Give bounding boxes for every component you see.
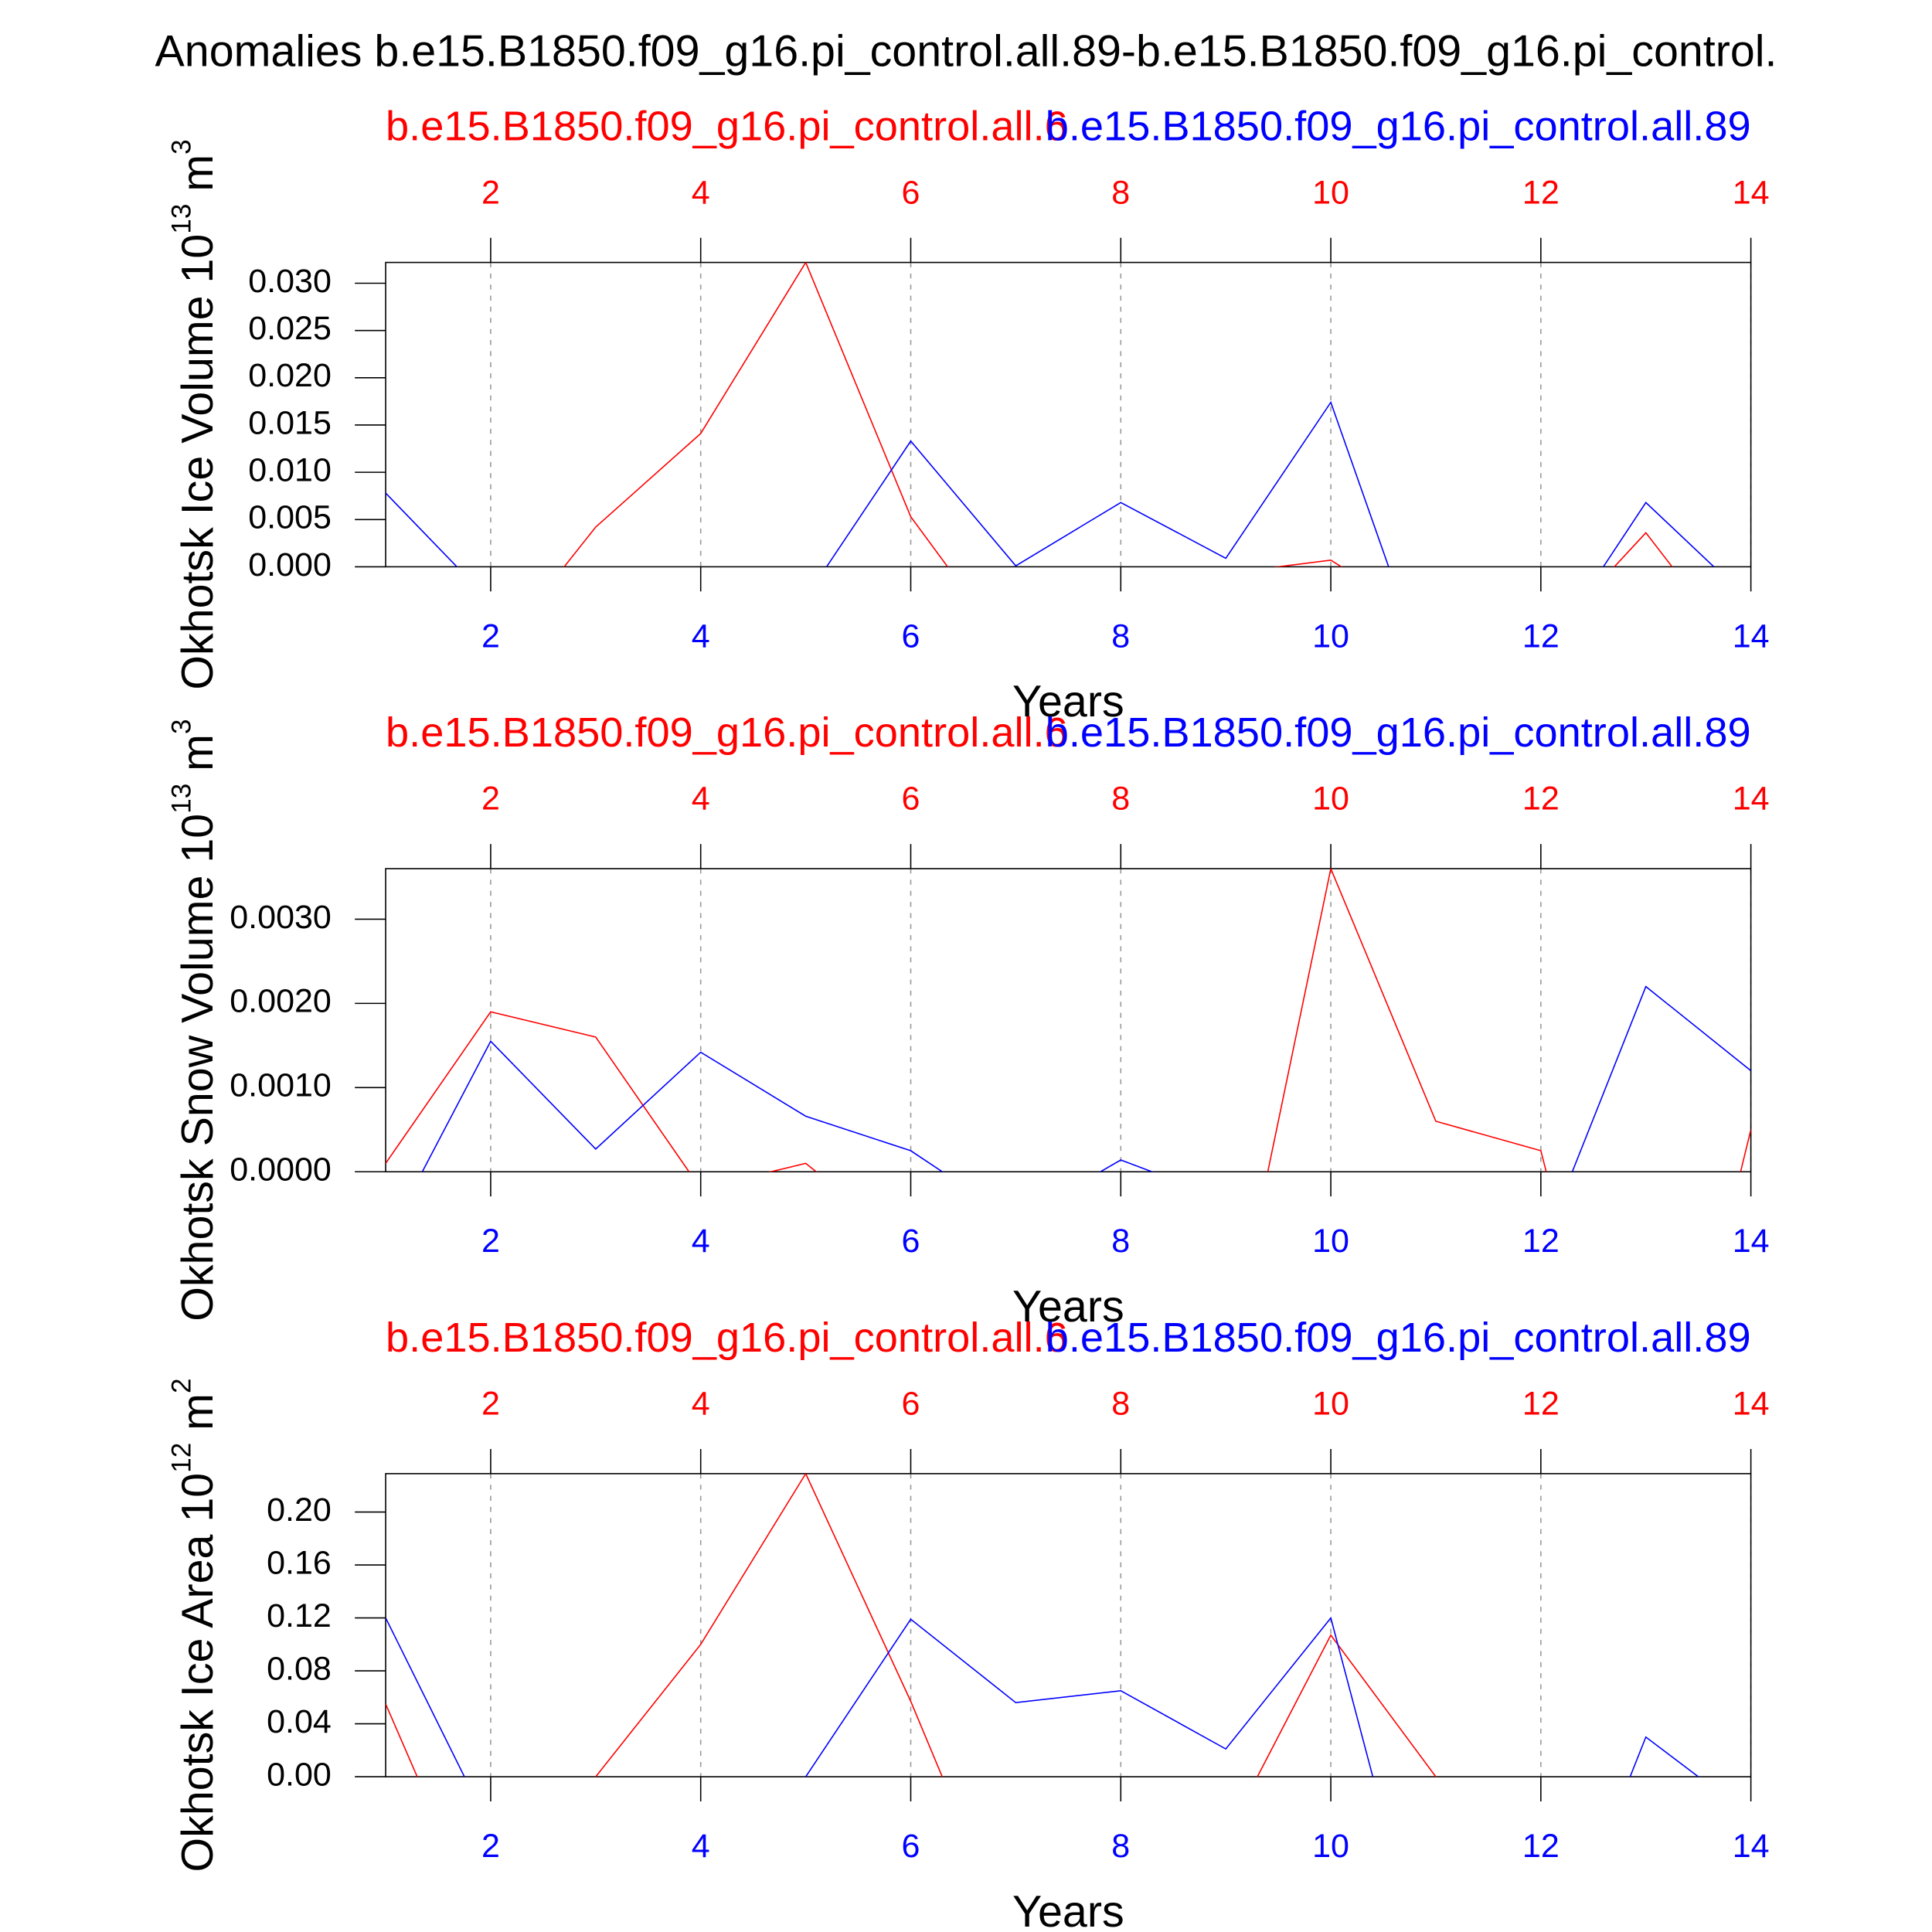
x-tick-label-bottom: 12 xyxy=(1522,1828,1560,1865)
x-tick-label-top: 6 xyxy=(902,781,920,818)
x-tick-label-bottom: 4 xyxy=(692,1828,710,1865)
x-tick-label-bottom: 10 xyxy=(1312,617,1349,655)
y-axis-title-part: m xyxy=(173,734,223,784)
y-tick-label: 0.020 xyxy=(248,357,332,394)
y-tick-label: 0.010 xyxy=(248,451,332,488)
x-tick-label-top: 8 xyxy=(1111,781,1130,818)
panel: 2 2 4 4 6 6 8 8 10 10 12 12 14 14 0.000 0.005 0.010 0.015… xyxy=(167,104,1770,726)
y-tick-label: 0.005 xyxy=(248,499,332,536)
y-tick-label: 0.04 xyxy=(267,1703,332,1740)
legend-label: b.e15.B1850.f09_g16.pi_control.all.89 xyxy=(1046,1315,1751,1361)
x-tick-label-top: 12 xyxy=(1522,781,1560,818)
y-axis-title-superscript: 2 xyxy=(167,1379,197,1394)
plot-frame xyxy=(385,1473,1752,1777)
x-tick-label-bottom: 12 xyxy=(1522,1223,1560,1260)
x-axis-title: Years xyxy=(1012,1887,1124,1932)
x-tick-label-bottom: 12 xyxy=(1522,617,1560,655)
legend-label: b.e15.B1850.f09_g16.pi_control.all.6 xyxy=(386,104,1068,150)
y-tick-label: 0.00 xyxy=(267,1756,332,1793)
x-tick-label-top: 6 xyxy=(902,174,920,211)
y-axis-title-part: Okhotsk Ice Volume 10 xyxy=(173,234,223,690)
x-tick-label-top: 2 xyxy=(481,781,500,818)
x-tick-label-bottom: 4 xyxy=(692,1223,710,1260)
y-axis-title-superscript: 12 xyxy=(167,1443,197,1473)
y-axis-title-part: Okhotsk Snow Volume 10 xyxy=(173,814,223,1321)
x-tick-label-bottom: 8 xyxy=(1111,1828,1130,1865)
x-tick-label-top: 6 xyxy=(902,1386,920,1423)
y-tick-label: 0.0010 xyxy=(230,1067,332,1104)
y-axis-title: Okhotsk Ice Volume 1013 m3 xyxy=(167,139,223,689)
y-axis-title-part: m xyxy=(173,155,223,204)
y-tick-label: 0.0000 xyxy=(230,1151,332,1189)
y-axis-title-superscript: 3 xyxy=(167,139,197,155)
y-tick-label: 0.08 xyxy=(267,1650,332,1687)
figure-title: Anomalies b.e15.B1850.f09_g16.pi_control… xyxy=(155,26,1777,76)
x-tick-label-top: 10 xyxy=(1312,781,1349,818)
x-tick-label-top: 14 xyxy=(1733,174,1770,211)
x-tick-label-bottom: 10 xyxy=(1312,1828,1349,1865)
y-tick-label: 0.12 xyxy=(267,1597,332,1634)
series-line xyxy=(563,262,1673,567)
series-line xyxy=(386,869,1751,1172)
x-tick-label-top: 4 xyxy=(692,1386,710,1423)
x-tick-label-bottom: 2 xyxy=(481,1223,500,1260)
x-tick-label-top: 12 xyxy=(1522,174,1560,211)
x-tick-label-top: 2 xyxy=(481,1386,500,1423)
panel: 2 2 4 4 6 6 8 8 10 10 12 12 14 14 0.00 0.04 0.08 0.12 0.16… xyxy=(167,1315,1770,1932)
y-axis-title: Okhotsk Snow Volume 1013 m3 xyxy=(167,719,223,1321)
x-axis-title: Years xyxy=(1012,1282,1124,1332)
y-tick-label: 0.16 xyxy=(267,1544,332,1581)
series-line xyxy=(386,1473,1437,1777)
x-tick-label-top: 8 xyxy=(1111,1386,1130,1423)
x-tick-label-bottom: 14 xyxy=(1733,1828,1770,1865)
y-tick-label: 0.000 xyxy=(248,546,332,583)
x-tick-label-top: 2 xyxy=(481,174,500,211)
y-axis-title-superscript: 3 xyxy=(167,719,197,735)
x-tick-label-bottom: 6 xyxy=(902,617,920,655)
x-tick-label-bottom: 2 xyxy=(481,617,500,655)
x-tick-label-top: 8 xyxy=(1111,174,1130,211)
y-axis-title-part: Okhotsk Ice Area 10 xyxy=(173,1473,223,1872)
series-line xyxy=(386,400,1715,567)
y-tick-label: 0.20 xyxy=(267,1492,332,1529)
x-tick-label-bottom: 8 xyxy=(1111,617,1130,655)
legend-label: b.e15.B1850.f09_g16.pi_control.all.6 xyxy=(386,709,1068,756)
y-tick-label: 0.0020 xyxy=(230,983,332,1020)
series-line xyxy=(421,985,1751,1172)
x-tick-label-bottom: 6 xyxy=(902,1223,920,1260)
y-tick-label: 0.0030 xyxy=(230,899,332,936)
x-tick-label-top: 14 xyxy=(1733,781,1770,818)
y-tick-label: 0.030 xyxy=(248,263,332,300)
legend-label: b.e15.B1850.f09_g16.pi_control.all.89 xyxy=(1046,104,1751,150)
y-axis-title-superscript: 13 xyxy=(167,784,197,814)
x-tick-label-bottom: 4 xyxy=(692,617,710,655)
legend-label: b.e15.B1850.f09_g16.pi_control.all.6 xyxy=(386,1315,1068,1361)
panel: 2 2 4 4 6 6 8 8 10 10 12 12 14 14 0.0000 0.0010 0.0020 0.… xyxy=(167,709,1770,1332)
x-tick-label-top: 12 xyxy=(1522,1386,1560,1423)
x-tick-label-bottom: 10 xyxy=(1312,1223,1349,1260)
x-tick-label-top: 4 xyxy=(692,174,710,211)
plot-frame xyxy=(385,261,1752,568)
x-tick-label-top: 14 xyxy=(1733,1386,1770,1423)
x-tick-label-top: 4 xyxy=(692,781,710,818)
x-tick-label-bottom: 2 xyxy=(481,1828,500,1865)
y-axis-title: Okhotsk Ice Area 1012 m2 xyxy=(167,1379,223,1872)
x-tick-label-bottom: 8 xyxy=(1111,1223,1130,1260)
x-tick-label-top: 10 xyxy=(1312,174,1349,211)
y-tick-label: 0.015 xyxy=(248,404,332,441)
y-axis-title-part: m xyxy=(173,1393,223,1443)
x-tick-label-bottom: 6 xyxy=(902,1828,920,1865)
x-axis-title: Years xyxy=(1012,677,1124,726)
y-axis-title-superscript: 13 xyxy=(167,204,197,234)
y-tick-label: 0.025 xyxy=(248,310,332,347)
x-tick-label-bottom: 14 xyxy=(1733,617,1770,655)
plot-frame xyxy=(385,868,1752,1173)
x-tick-label-bottom: 14 xyxy=(1733,1223,1770,1260)
x-tick-label-top: 10 xyxy=(1312,1386,1349,1423)
legend-label: b.e15.B1850.f09_g16.pi_control.all.89 xyxy=(1046,709,1751,756)
series-line xyxy=(386,1616,1700,1777)
